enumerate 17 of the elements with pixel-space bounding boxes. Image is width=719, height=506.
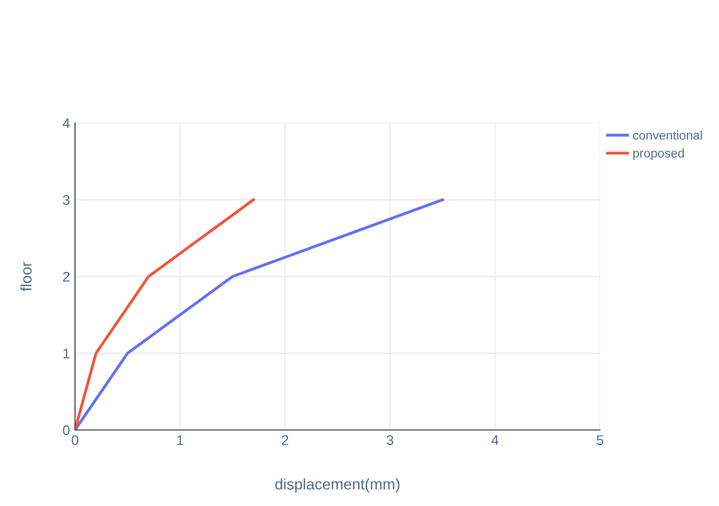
y-tick-label: 1 [63, 348, 70, 358]
y-tick-label: 0 [62, 425, 70, 436]
x-tick-label: 1 [177, 435, 184, 445]
line-series [75, 198, 444, 430]
legend-label: conventional [633, 130, 702, 140]
x-tick-label: 5 [596, 435, 604, 446]
x-tick-label: 0 [72, 435, 78, 446]
x-axis-title: displacement(mm) [275, 478, 400, 493]
x-tick-label: 2 [282, 435, 288, 445]
y-tick-label: 3 [62, 195, 70, 205]
x-tick-label: 3 [386, 435, 394, 446]
y-axis-title: floor [20, 262, 32, 292]
x-tick-label: 4 [491, 435, 498, 445]
y-tick-label: 2 [63, 272, 70, 282]
legend-label: proposed [633, 148, 684, 160]
y-tick-label: 4 [62, 118, 70, 128]
line-series [75, 198, 255, 430]
